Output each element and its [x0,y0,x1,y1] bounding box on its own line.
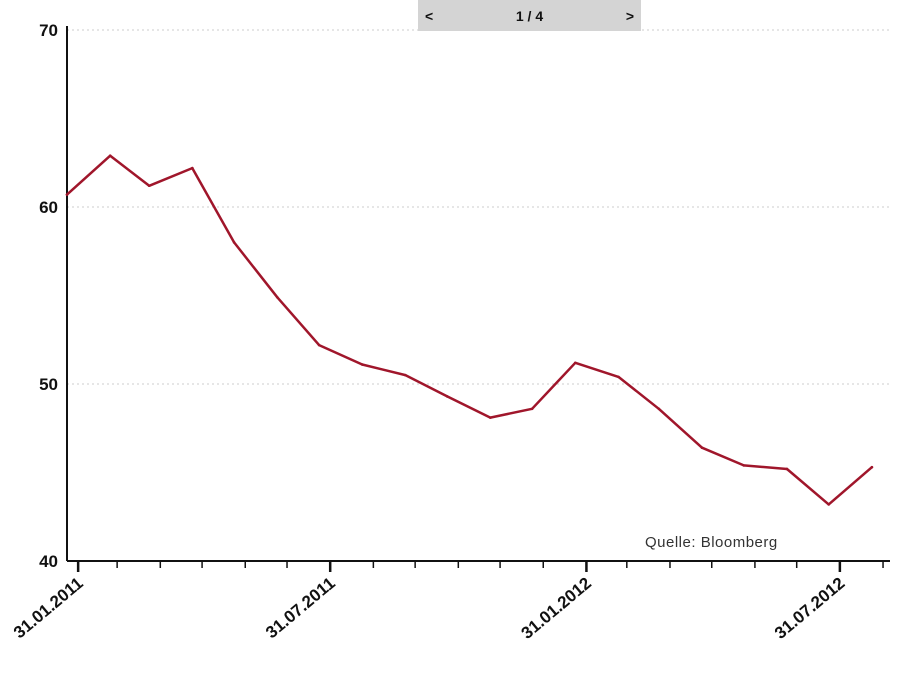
data-point-0-14 [657,407,661,411]
data-point-0-9 [445,395,449,398]
x-tick-label-2: 31.01.2012 [518,574,595,643]
chart-pager: < 1 / 4 > [418,0,641,31]
y-tick-label-70: 70 [39,21,58,40]
y-tick-label-60: 60 [39,198,58,217]
source-label: Quelle: Bloomberg [645,534,778,551]
data-point-0-11 [530,407,534,411]
axes [66,26,890,572]
series-line-0 [65,154,874,506]
data-point-0-10 [489,416,492,419]
data-point-0-15 [700,446,704,450]
series-layer [65,154,874,506]
grid-lines [67,29,890,385]
data-point-0-6 [317,343,321,347]
x-tick-label-1: 31.07.2011 [262,574,339,643]
data-point-0-8 [404,373,407,377]
data-point-0-4 [232,241,236,244]
y-tick-label-50: 50 [39,375,58,394]
data-point-0-3 [191,166,194,170]
data-point-0-5 [275,295,279,299]
page-indicator: 1 / 4 [515,8,544,24]
data-point-0-2 [147,184,151,188]
data-point-0-12 [573,361,577,365]
data-point-0-7 [360,363,364,366]
prev-page-button[interactable]: < [425,8,434,24]
data-point-0-18 [827,503,831,506]
data-point-0-13 [617,375,620,379]
y-tick-label-40: 40 [39,552,58,571]
next-page-button[interactable]: > [625,8,634,24]
data-point-0-17 [785,467,789,471]
data-point-0-16 [742,464,746,467]
data-point-0-1 [108,154,112,157]
data-point-0-19 [870,465,874,469]
data-point-0-0 [65,193,69,196]
x-tick-label-3: 31.07.2012 [771,574,848,643]
x-tick-label-0: 31.01.2011 [10,574,87,643]
